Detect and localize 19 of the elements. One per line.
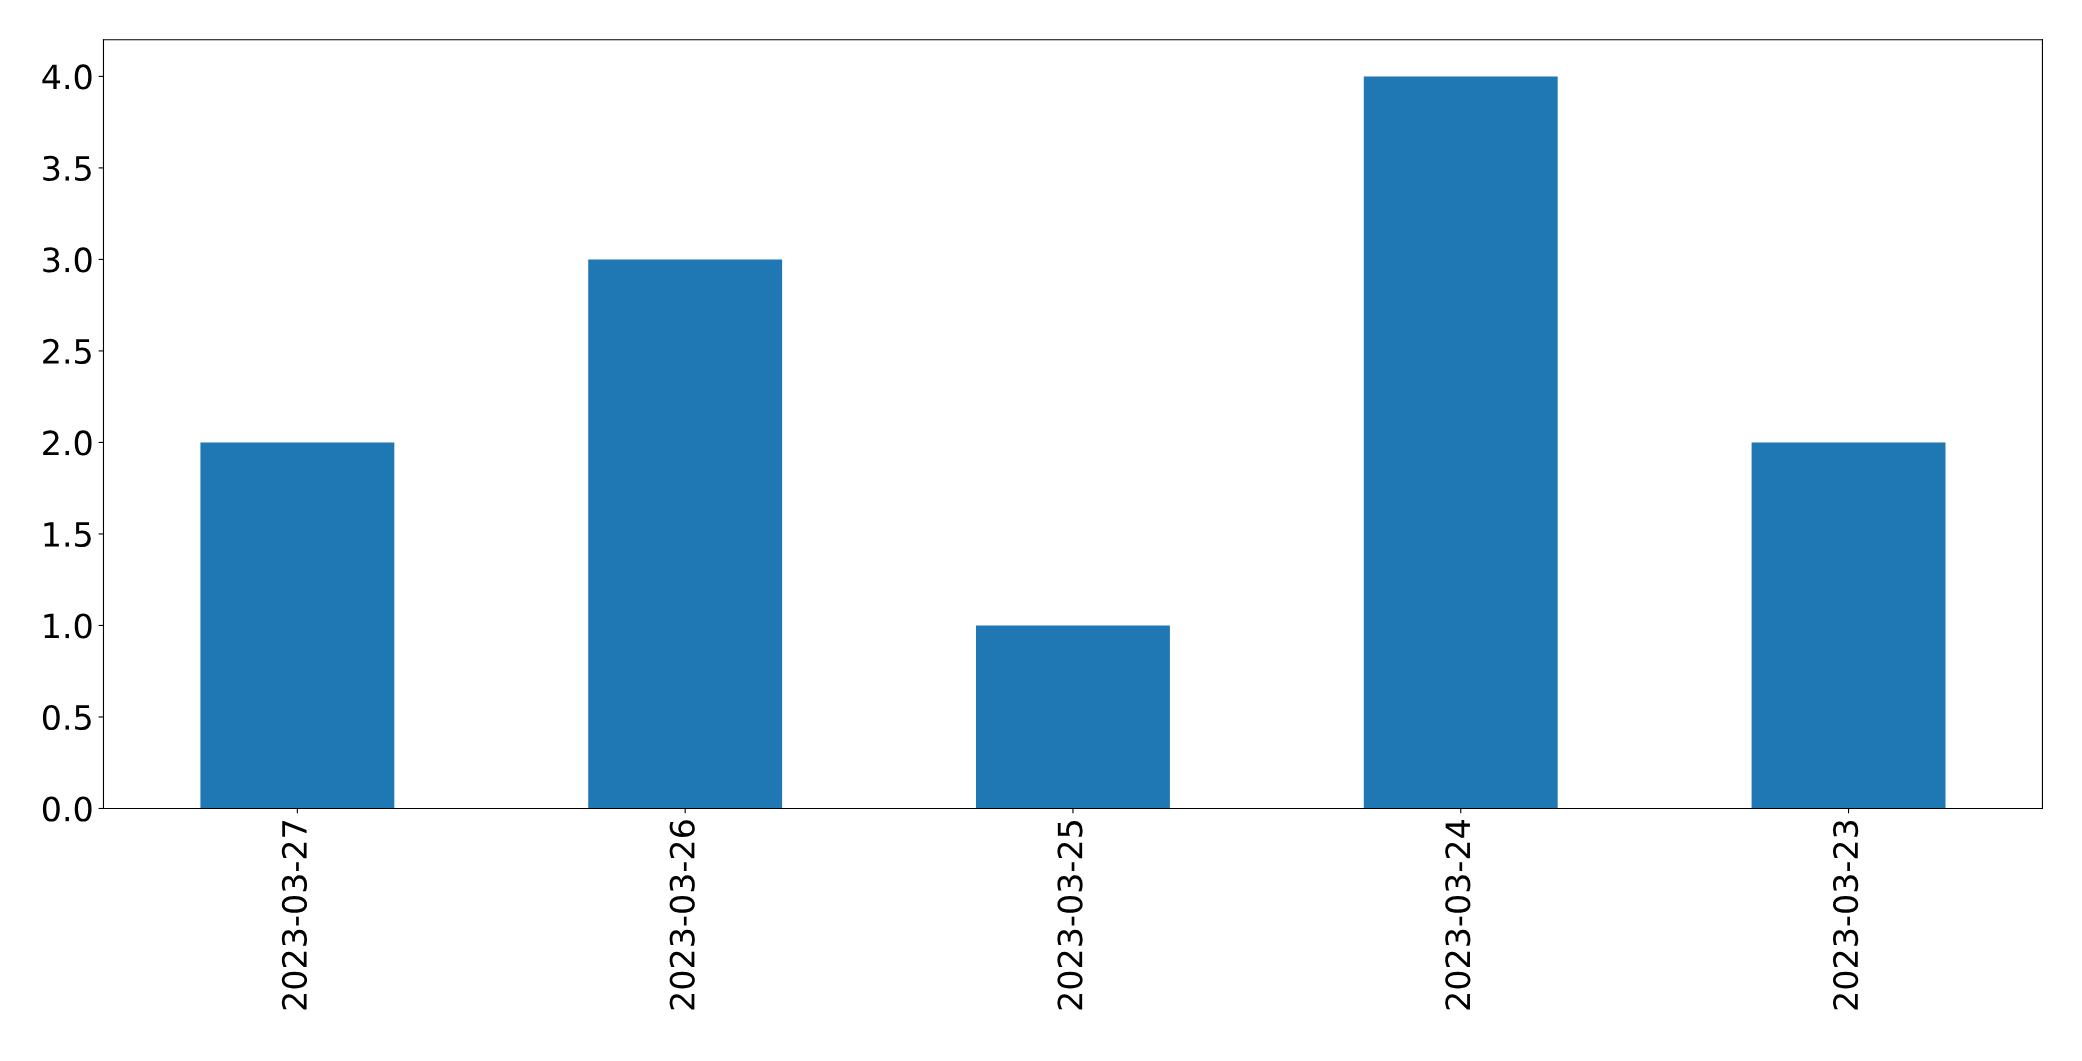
y-tick-label: 1.5: [44, 522, 91, 548]
y-tick-label: 2.0: [43, 430, 92, 456]
y-tick-label: 3.0: [43, 247, 92, 273]
y-tick-label: 3.5: [43, 155, 91, 182]
y-tick-label: 0.5: [42, 704, 91, 731]
y-tick-label: 0.0: [42, 796, 92, 822]
x-tick-label: 2023-03-24: [1445, 820, 1471, 1010]
bar: [1363, 76, 1558, 809]
bar: [588, 259, 783, 809]
x-tick-label: 2023-03-27: [281, 821, 308, 1010]
bar: [200, 442, 395, 809]
bar: [976, 625, 1170, 809]
x-tick-label: 2023-03-26: [669, 820, 695, 1010]
y-tick-label: 1.0: [44, 613, 92, 639]
y-tick-label: 4.0: [42, 64, 92, 90]
y-tick-label: 2.5: [43, 338, 91, 365]
x-tick-label: 2023-03-23: [1833, 820, 1859, 1010]
bar: [1751, 442, 1946, 809]
x-tick-label: 2023-03-25: [1057, 821, 1083, 1010]
